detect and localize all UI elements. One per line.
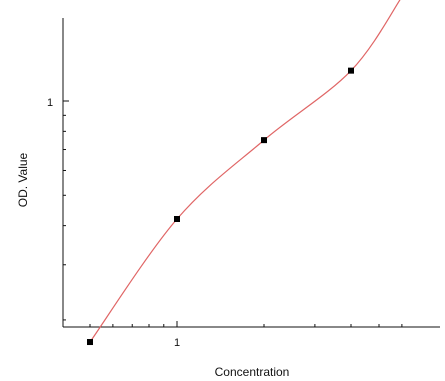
y-axis-label: OD. Value <box>16 152 30 207</box>
x-minor-ticks <box>89 321 403 327</box>
data-point <box>348 67 354 74</box>
data-points <box>87 67 354 346</box>
y-minor-ticks <box>63 100 69 321</box>
fit-curve <box>89 0 401 343</box>
data-point <box>87 339 93 346</box>
x-axis-label: Concentration <box>215 365 290 379</box>
x-tick-label: 1 <box>174 337 180 349</box>
data-point <box>174 216 180 222</box>
y-tick-label: 1 <box>47 97 53 109</box>
axes <box>62 18 440 328</box>
data-point <box>261 137 267 144</box>
